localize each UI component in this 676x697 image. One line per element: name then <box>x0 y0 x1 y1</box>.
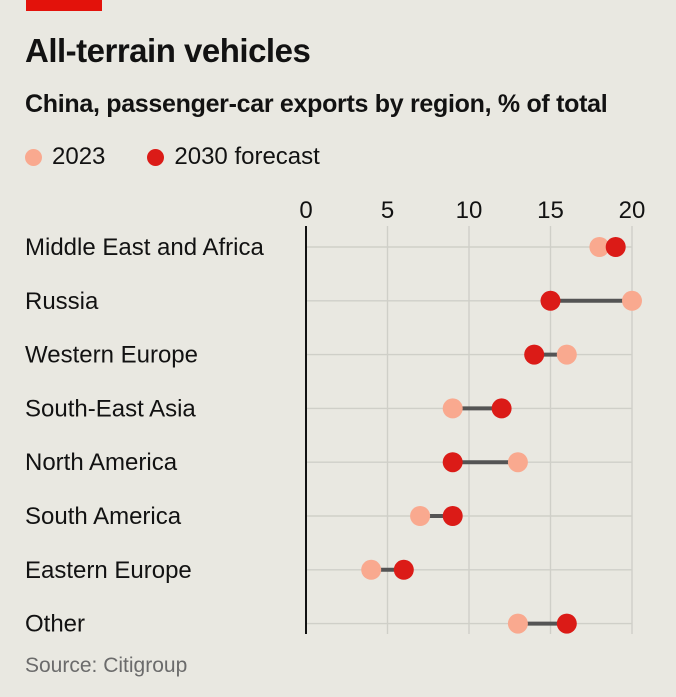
legend-item-2023: 2023 <box>25 143 105 171</box>
dot-2023 <box>556 344 577 365</box>
category-label: Eastern Europe <box>25 557 192 584</box>
x-tick-label: 0 <box>299 197 312 224</box>
x-tick-label: 20 <box>619 197 646 224</box>
dot-2023 <box>507 613 528 634</box>
dot-2030 <box>393 559 414 580</box>
category-label: South-East Asia <box>25 395 196 422</box>
dot-2023 <box>507 452 528 473</box>
category-label: South America <box>25 503 182 530</box>
category-label: North America <box>25 449 178 476</box>
category-label: Western Europe <box>25 342 198 369</box>
dot-2030 <box>442 452 463 473</box>
legend-swatch-2023 <box>25 148 42 166</box>
legend-label-2030: 2030 forecast <box>174 143 320 170</box>
dot-2023 <box>622 290 642 311</box>
chart-title: All-terrain vehicles <box>25 32 311 69</box>
x-tick-label: 10 <box>456 197 483 224</box>
dot-2030 <box>491 398 512 419</box>
dot-2023 <box>589 237 610 257</box>
legend-label-2023: 2023 <box>52 143 106 170</box>
legend-swatch-2030 <box>147 148 165 166</box>
dot-2023 <box>410 506 431 526</box>
x-tick-label: 15 <box>537 197 564 224</box>
chart-subtitle: China, passenger-car exports by region, … <box>25 90 608 118</box>
dot-2023 <box>442 398 463 419</box>
category-label: Other <box>25 611 85 638</box>
source-note: Source: Citigroup <box>25 654 188 677</box>
category-label: Middle East and Africa <box>25 234 264 261</box>
dot-2030 <box>442 506 463 526</box>
dot-2030 <box>556 613 577 634</box>
legend: 2023 2030 forecast <box>25 142 362 172</box>
legend-item-2030: 2030 forecast <box>147 143 320 171</box>
dot-2030 <box>540 290 561 311</box>
dot-2023 <box>361 559 382 580</box>
x-tick-label: 5 <box>381 197 394 224</box>
brand-bar <box>26 0 102 11</box>
category-label: Russia <box>25 288 99 315</box>
dot-2030 <box>524 344 545 365</box>
dot-2030 <box>605 237 626 257</box>
